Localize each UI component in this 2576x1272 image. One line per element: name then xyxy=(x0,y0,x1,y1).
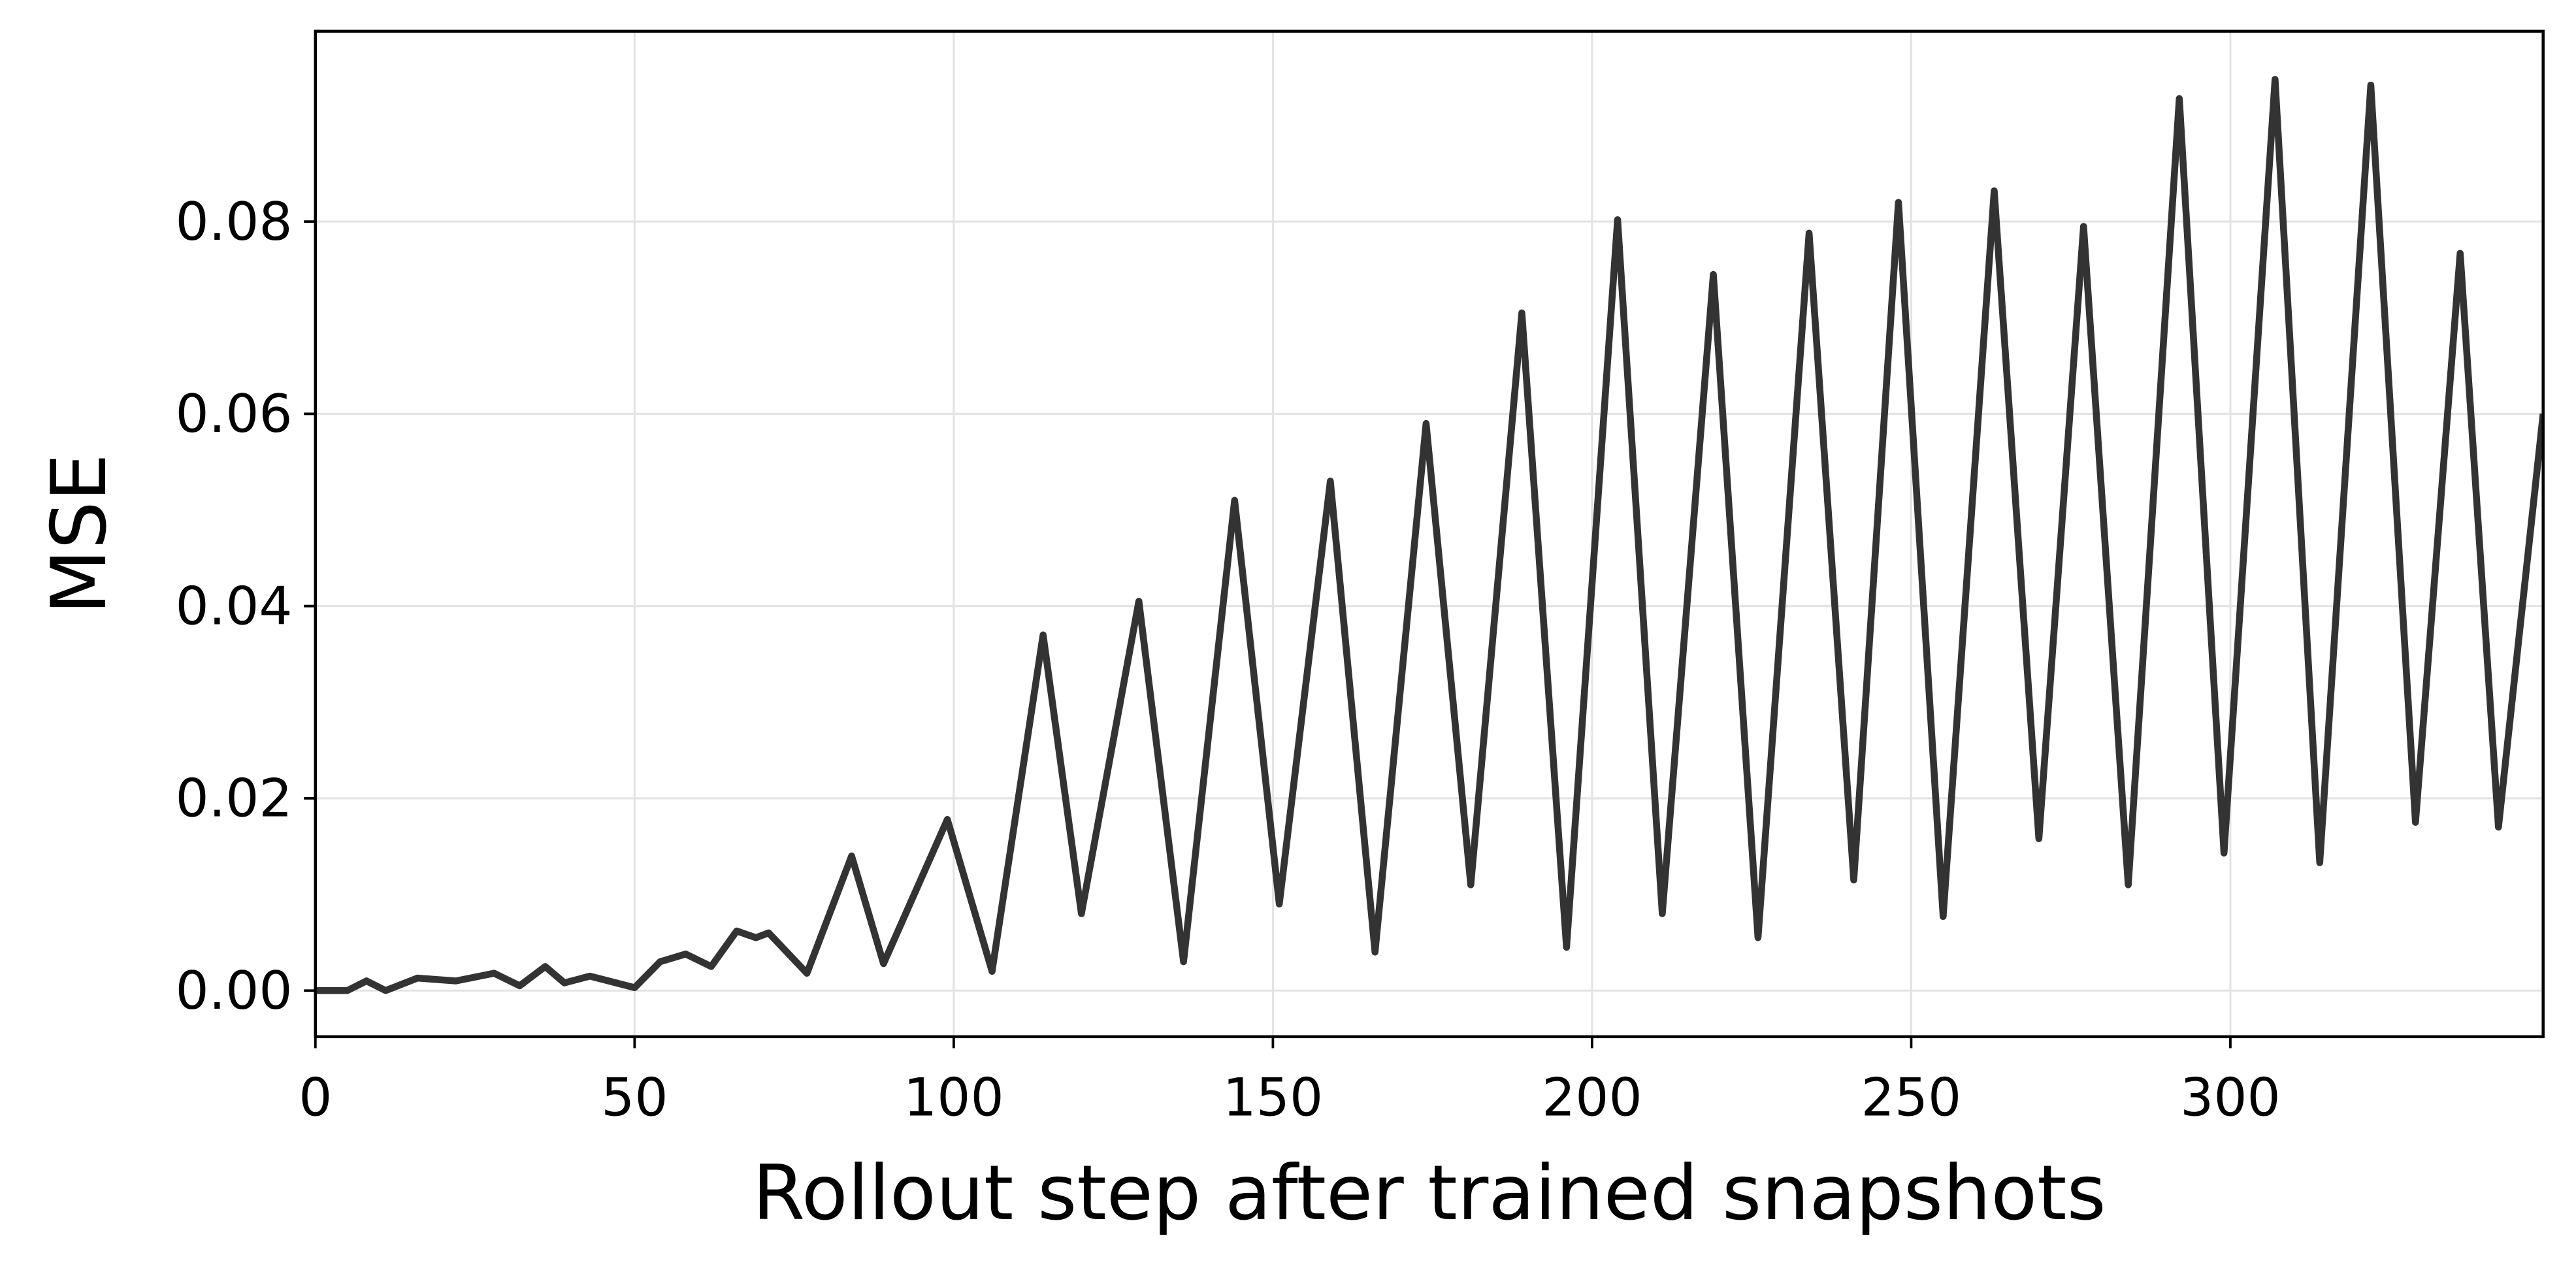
y-tick-label: 0.02 xyxy=(175,768,292,829)
x-tick-label: 200 xyxy=(1542,1067,1642,1128)
x-tick-label: 150 xyxy=(1223,1067,1324,1128)
x-tick-label: 250 xyxy=(1861,1067,1962,1128)
y-tick-label: 0.00 xyxy=(175,960,292,1021)
plot-frame xyxy=(314,29,2545,1039)
y-tick-label: 0.04 xyxy=(175,575,292,636)
data-line xyxy=(315,76,2543,994)
x-tick-label: 100 xyxy=(904,1067,1004,1128)
y-tick-label: 0.06 xyxy=(175,383,292,444)
x-tick-label: 50 xyxy=(601,1067,668,1128)
x-tick-label: 0 xyxy=(299,1067,332,1128)
y-tick-label: 0.08 xyxy=(175,191,292,252)
x-axis-label: Rollout step after trained snapshots xyxy=(753,1150,2106,1237)
y-axis-label: MSE xyxy=(36,453,123,614)
x-tick-label: 300 xyxy=(2180,1067,2281,1128)
